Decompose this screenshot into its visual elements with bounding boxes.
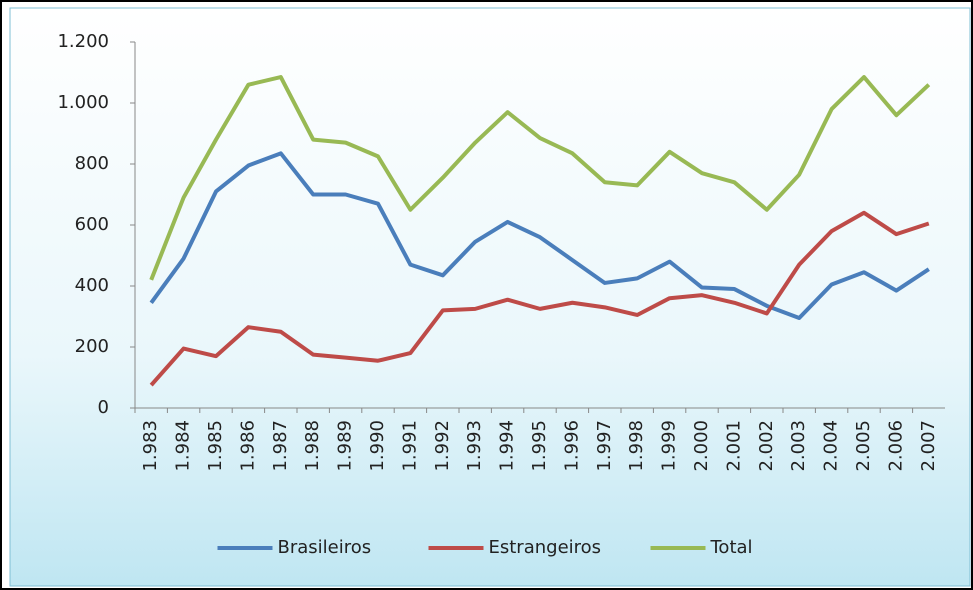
x-tick-label: 1.988: [302, 420, 323, 472]
y-tick-label: 600: [75, 214, 109, 235]
x-tick-label: 2.007: [918, 420, 939, 472]
x-tick-label: 2.003: [788, 420, 809, 472]
x-tick-label: 1.983: [140, 420, 161, 472]
x-tick-label: 2.005: [853, 420, 874, 472]
x-tick-label: 1.989: [335, 420, 356, 472]
legend-label: Brasileiros: [278, 537, 372, 558]
x-tick-label: 2.004: [821, 420, 842, 472]
x-tick-label: 1.994: [497, 420, 518, 472]
y-tick-label: 1.000: [57, 92, 109, 113]
y-tick-label: 200: [75, 336, 109, 357]
x-tick-label: 1.997: [594, 420, 615, 472]
y-tick-label: 1.200: [57, 31, 109, 52]
x-tick-label: 1.993: [464, 420, 485, 472]
x-tick-label: 1.990: [367, 420, 388, 472]
x-tick-label: 1.992: [432, 420, 453, 472]
x-tick-label: 1.985: [205, 420, 226, 472]
y-tick-label: 800: [75, 153, 109, 174]
x-tick-label: 1.987: [270, 420, 291, 472]
x-tick-label: 1.991: [399, 420, 420, 472]
chart-area: [9, 7, 971, 587]
series-line: [149, 75, 931, 281]
legend-label: Estrangeiros: [489, 537, 602, 558]
y-tick-label: 400: [75, 275, 109, 296]
x-tick-label: 2.000: [691, 420, 712, 472]
series-line: [149, 210, 930, 387]
x-tick-label: 1.999: [659, 420, 680, 472]
x-tick-label: 2.006: [885, 420, 906, 472]
x-tick-label: 1.995: [529, 420, 550, 472]
x-tick-label: 1.984: [173, 420, 194, 472]
legend-label: Total: [710, 537, 753, 558]
x-tick-label: 2.001: [723, 420, 744, 472]
series-line: [149, 151, 930, 321]
x-tick-label: 1.998: [626, 420, 647, 472]
x-tick-label: 1.996: [561, 420, 582, 472]
x-tick-label: 1.986: [237, 420, 258, 472]
y-tick-label: 0: [98, 397, 109, 418]
x-tick-label: 2.002: [756, 420, 777, 472]
